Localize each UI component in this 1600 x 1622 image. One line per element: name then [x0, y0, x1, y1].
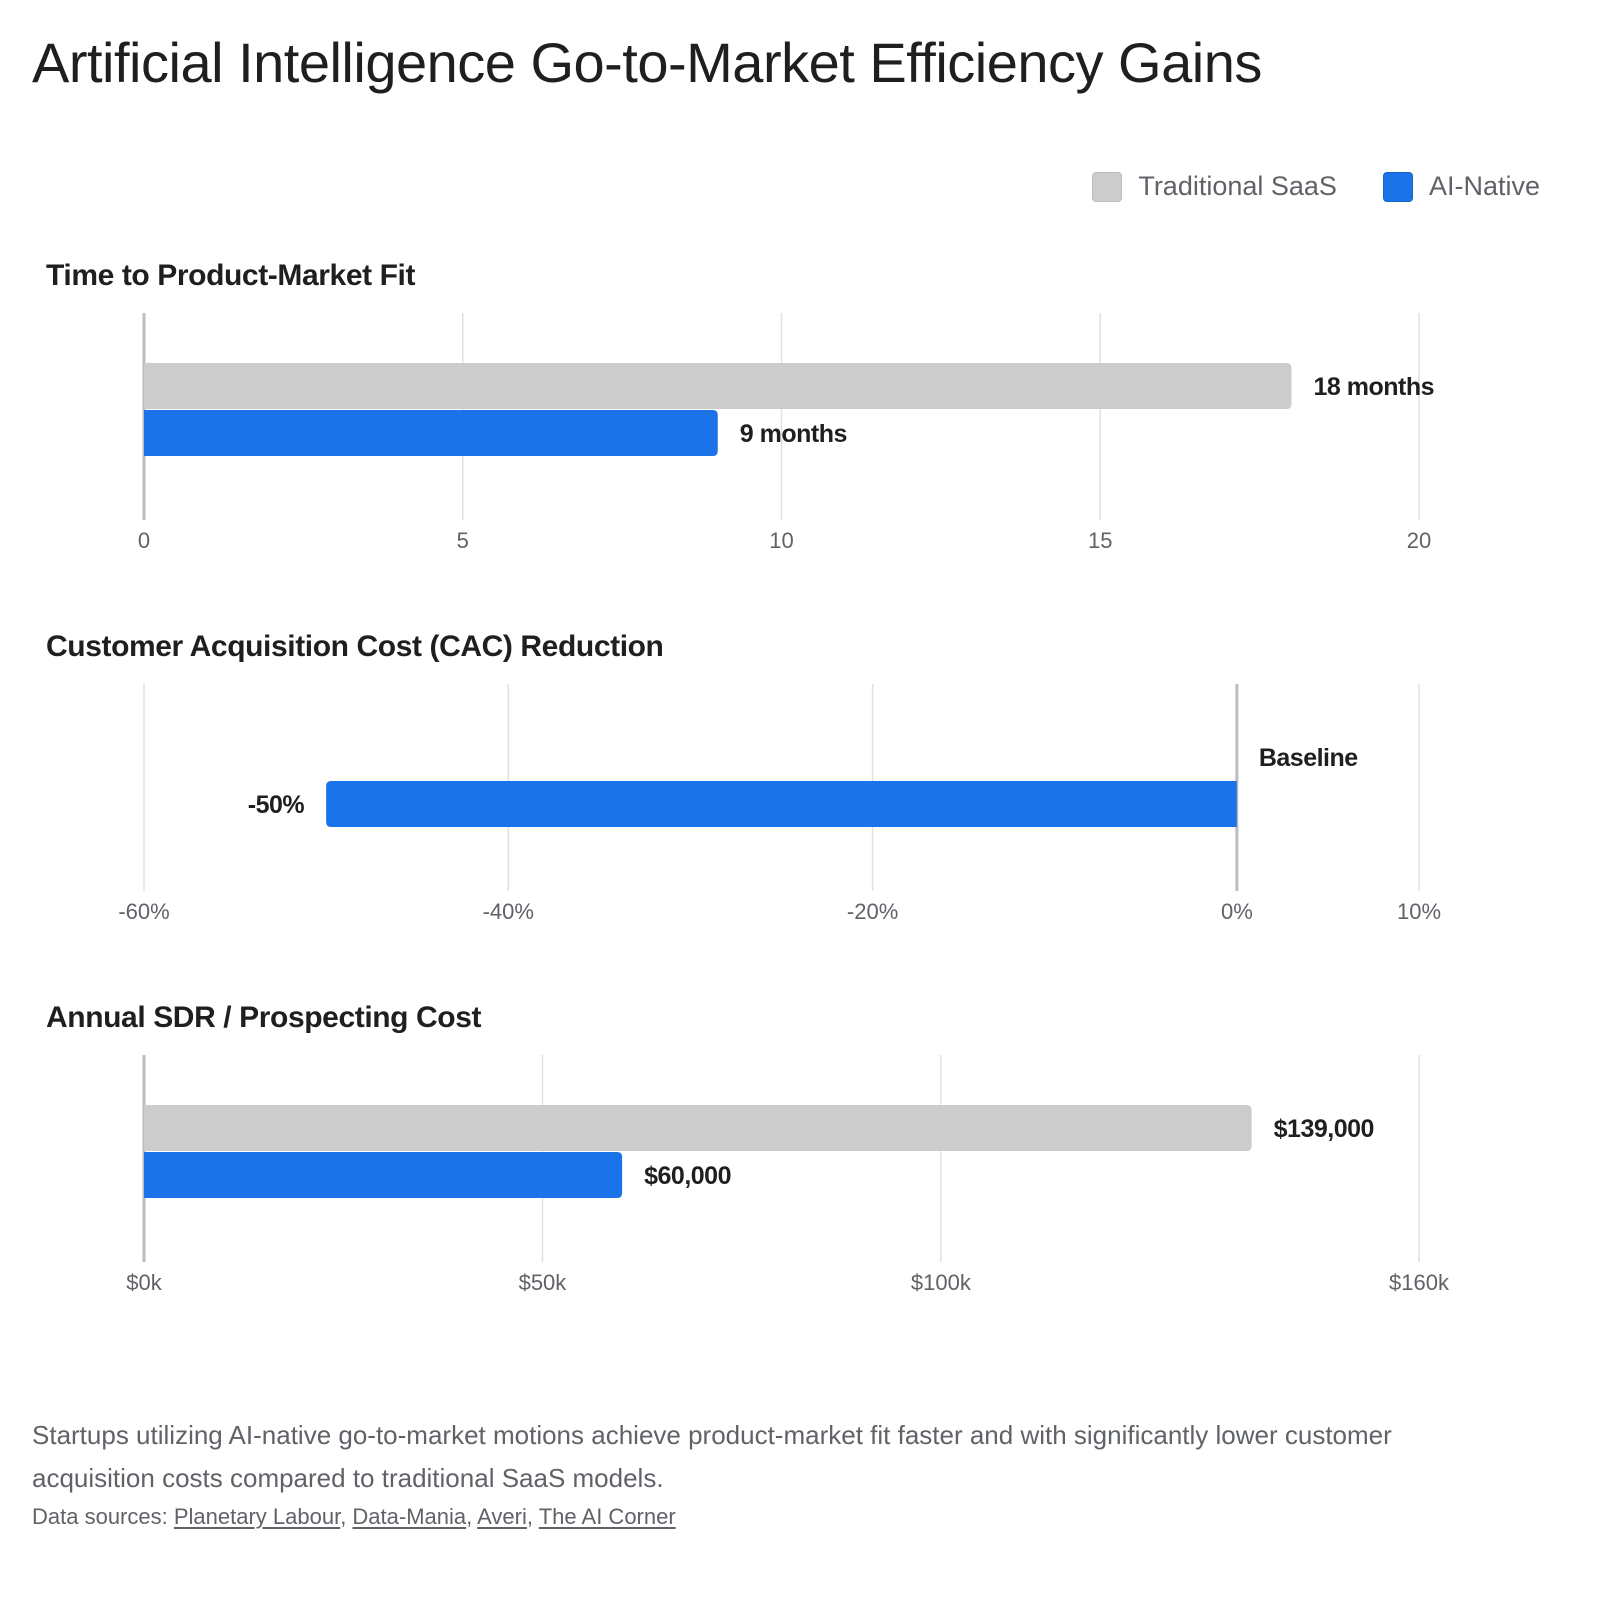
chart2-tick-label: -60%: [118, 899, 169, 924]
chart1-bar-ai-native: [144, 410, 718, 456]
chart1-data-label-traditional: 18 months: [1314, 373, 1435, 401]
chart2-data-label-ai-native: -50%: [248, 791, 305, 819]
chart3-tick-label: $160k: [1389, 1270, 1450, 1295]
legend-label-traditional: Traditional SaaS: [1138, 171, 1337, 201]
legend: Traditional SaaS AI-Native: [1092, 171, 1540, 202]
data-sources: Data sources: Planetary Labour, Data-Man…: [32, 1504, 676, 1529]
chart2-data-label-traditional: Baseline: [1259, 744, 1358, 772]
chart3-data-label-ai-native: $60,000: [644, 1162, 731, 1190]
source-link-averi[interactable]: Averi: [477, 1504, 527, 1529]
chart3-tick-label: $0k: [126, 1270, 162, 1295]
chart3-bar-traditional: [144, 1105, 1252, 1151]
chart-description: Startups utilizing AI-native go-to-marke…: [32, 1420, 1392, 1493]
chart2-bar-ai-native: [326, 781, 1237, 827]
chart1-tick-label: 15: [1088, 528, 1112, 553]
chart2-tick-label: -40%: [483, 899, 534, 924]
chart1-bar-traditional: [144, 363, 1292, 409]
source-link-planetary-labour[interactable]: Planetary Labour: [173, 1504, 341, 1529]
chart2-tick-label: 0%: [1221, 899, 1253, 924]
chart2-title: Customer Acquisition Cost (CAC) Reductio…: [46, 630, 663, 663]
chart1-data-label-ai-native: 9 months: [740, 420, 847, 448]
chart1-tick-label: 0: [138, 528, 150, 553]
sources-prefix: Data sources:: [32, 1504, 174, 1529]
chart3-tick-label: $100k: [911, 1270, 972, 1295]
chart2-tick-label: -20%: [847, 899, 898, 924]
chart1-tick-label: 10: [769, 528, 793, 553]
chart3-data-label-traditional: $139,000: [1274, 1115, 1374, 1143]
legend-label-ai-native: AI-Native: [1428, 171, 1540, 201]
source-link-the-ai-corner[interactable]: The AI Corner: [538, 1504, 676, 1529]
legend-swatch-ai-native: [1382, 171, 1413, 202]
chart1-tick-label: 5: [457, 528, 469, 553]
legend-item-ai-native: AI-Native: [1382, 171, 1540, 202]
chart3-tick-label: $50k: [519, 1270, 568, 1295]
charts-area: Time to Product-Market Fit 0 5 10 15 20 18 mon…: [46, 259, 1450, 1295]
legend-swatch-traditional: [1092, 171, 1123, 202]
source-link-data-mania[interactable]: Data-Mania: [352, 1504, 467, 1529]
chart3-bar-ai-native: [144, 1152, 623, 1198]
page-title: Artificial Intelligence Go-to-Market Eff…: [32, 31, 1262, 94]
chart2-tick-label: 10%: [1397, 899, 1441, 924]
legend-item-traditional: Traditional SaaS: [1092, 171, 1337, 202]
chart3-title: Annual SDR / Prospecting Cost: [46, 1001, 482, 1034]
chart1-title: Time to Product-Market Fit: [46, 259, 415, 292]
chart1-tick-label: 20: [1407, 528, 1431, 553]
